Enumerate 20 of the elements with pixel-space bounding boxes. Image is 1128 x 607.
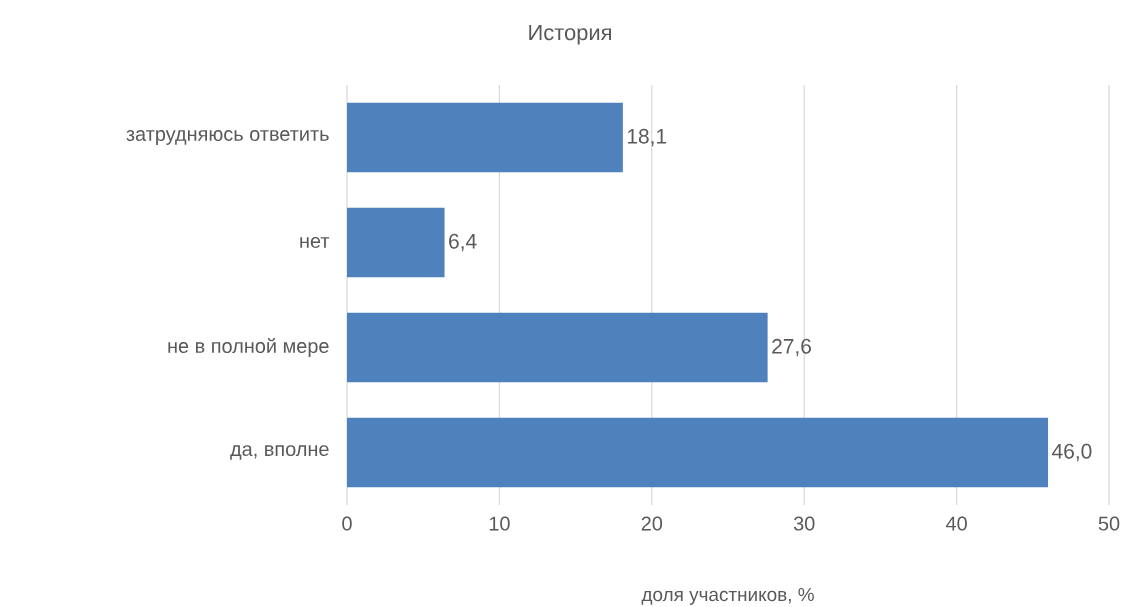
bar bbox=[347, 102, 623, 173]
data-label: 46,0 bbox=[1052, 443, 1092, 462]
x-tick-label: 20 bbox=[641, 516, 663, 531]
bar bbox=[347, 312, 768, 383]
bar bbox=[347, 417, 1049, 488]
x-tick-label: 0 bbox=[342, 516, 352, 531]
x-tick-label: 10 bbox=[489, 516, 510, 531]
y-tick-label: затрудняюсь ответить bbox=[126, 130, 329, 145]
x-tick-label: 50 bbox=[1098, 516, 1120, 531]
x-tick-label: 40 bbox=[945, 516, 967, 531]
y-tick-label: не в полной мере bbox=[168, 338, 329, 357]
data-label: 27,6 bbox=[772, 338, 811, 357]
x-tick-label: 30 bbox=[793, 516, 815, 531]
chart-title: История bbox=[529, 24, 611, 45]
y-tick-label: да, вполне bbox=[230, 445, 329, 460]
x-axis-title: доля участников, % bbox=[641, 587, 814, 605]
data-label: 18,1 bbox=[627, 128, 667, 147]
y-tick-label: нет bbox=[300, 237, 330, 248]
data-label: 6,4 bbox=[449, 233, 477, 252]
bar bbox=[347, 207, 445, 278]
